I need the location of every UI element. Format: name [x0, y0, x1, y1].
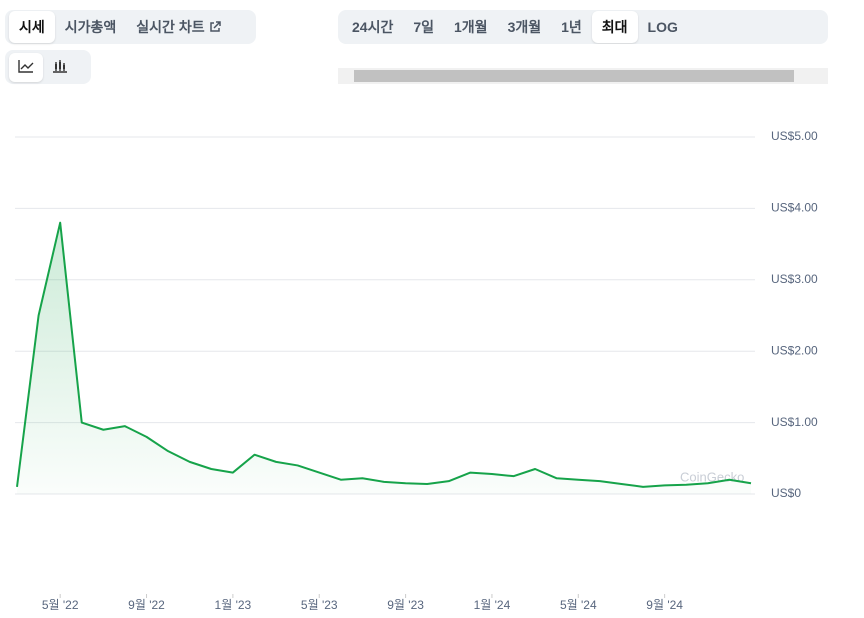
x-tick-label: 1월 '23 — [215, 598, 252, 612]
range-button[interactable]: 1개월 — [454, 19, 488, 35]
price-line — [16, 221, 752, 488]
chart-type-group — [5, 50, 91, 84]
y-tick-label: US$2.00 — [771, 343, 818, 357]
area — [17, 222, 751, 494]
x-tick-label: 9월 '23 — [387, 598, 424, 612]
y-tick-label: US$4.00 — [771, 201, 818, 215]
x-tick-label: 1월 '24 — [474, 598, 511, 612]
tab-group: 시세 시가총액 실시간 차트 — [5, 10, 256, 44]
y-tick-label: US$0 — [771, 486, 801, 500]
external-icon — [209, 21, 221, 32]
x-tick-label: 9월 '22 — [128, 598, 165, 612]
tab-label: 실시간 차트 — [136, 19, 205, 35]
y-tick-label: US$5.00 — [771, 129, 818, 143]
range-button[interactable]: 1년 — [561, 19, 582, 35]
line-icon — [18, 59, 34, 73]
range-group: 24시간 7일 1개월 3개월 1년 최대 LOG — [338, 10, 828, 44]
x-tick-label: 9월 '24 — [646, 598, 683, 612]
range-button[interactable]: 7일 — [413, 19, 435, 35]
scrollbar — [338, 68, 828, 84]
candle-chart-button[interactable] — [43, 53, 77, 82]
range-button[interactable]: 24시간 — [352, 19, 394, 35]
x-tick-label: 5월 '22 — [42, 598, 79, 612]
tab[interactable]: 시세 — [9, 11, 55, 43]
x-tick-label: 5월 '23 — [301, 598, 338, 612]
tab[interactable]: 시가총액 — [64, 19, 117, 35]
line-chart-button[interactable] — [9, 52, 43, 82]
range-button[interactable]: 최대 — [591, 11, 638, 43]
range-button[interactable]: 3개월 — [507, 19, 542, 35]
x-tick-label: 5월 '24 — [560, 598, 597, 612]
tab[interactable]: 실시간 차트 — [126, 11, 230, 43]
y-tick-label: US$1.00 — [771, 415, 818, 429]
y-tick-label: US$3.00 — [771, 272, 818, 286]
scroll-thumb[interactable] — [354, 70, 794, 82]
candle-icon — [53, 59, 67, 73]
range-button[interactable]: LOG — [647, 19, 678, 35]
